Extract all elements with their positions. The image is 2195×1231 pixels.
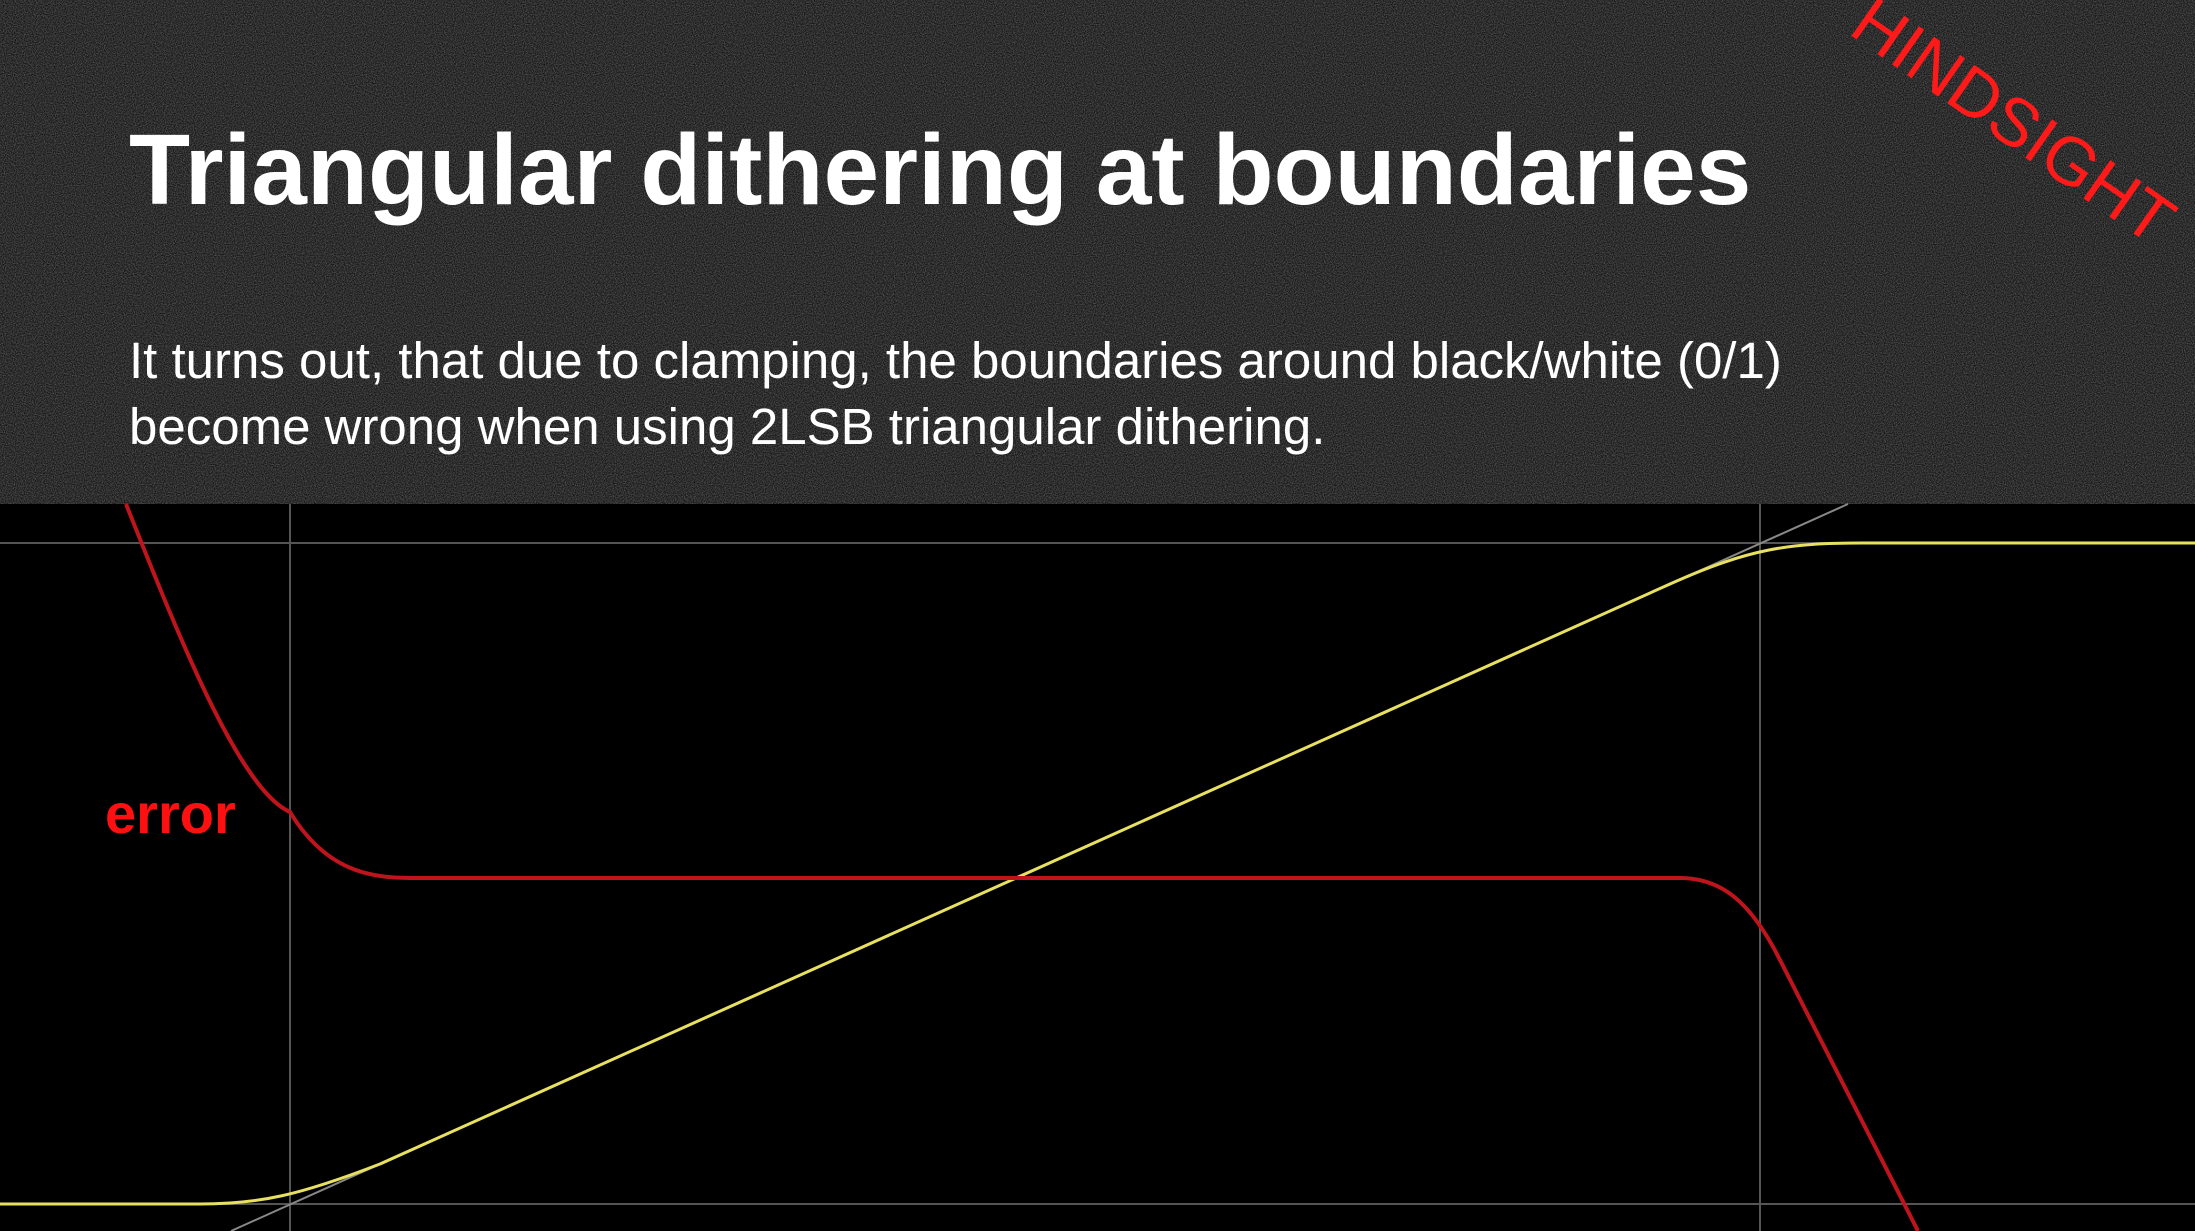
plot-background [0,504,2195,1231]
error-curve [124,503,1920,1231]
body-line: become wrong when using 2LSB triangular … [129,398,1325,455]
dithered-curve [0,541,2195,1206]
plot: error [0,503,2195,1231]
header-noise [0,0,2195,504]
error-label: error [105,782,236,845]
slide-title: Triangular dithering at boundaries [129,114,1751,226]
body-line: It turns out, that due to clamping, the … [129,332,1782,389]
